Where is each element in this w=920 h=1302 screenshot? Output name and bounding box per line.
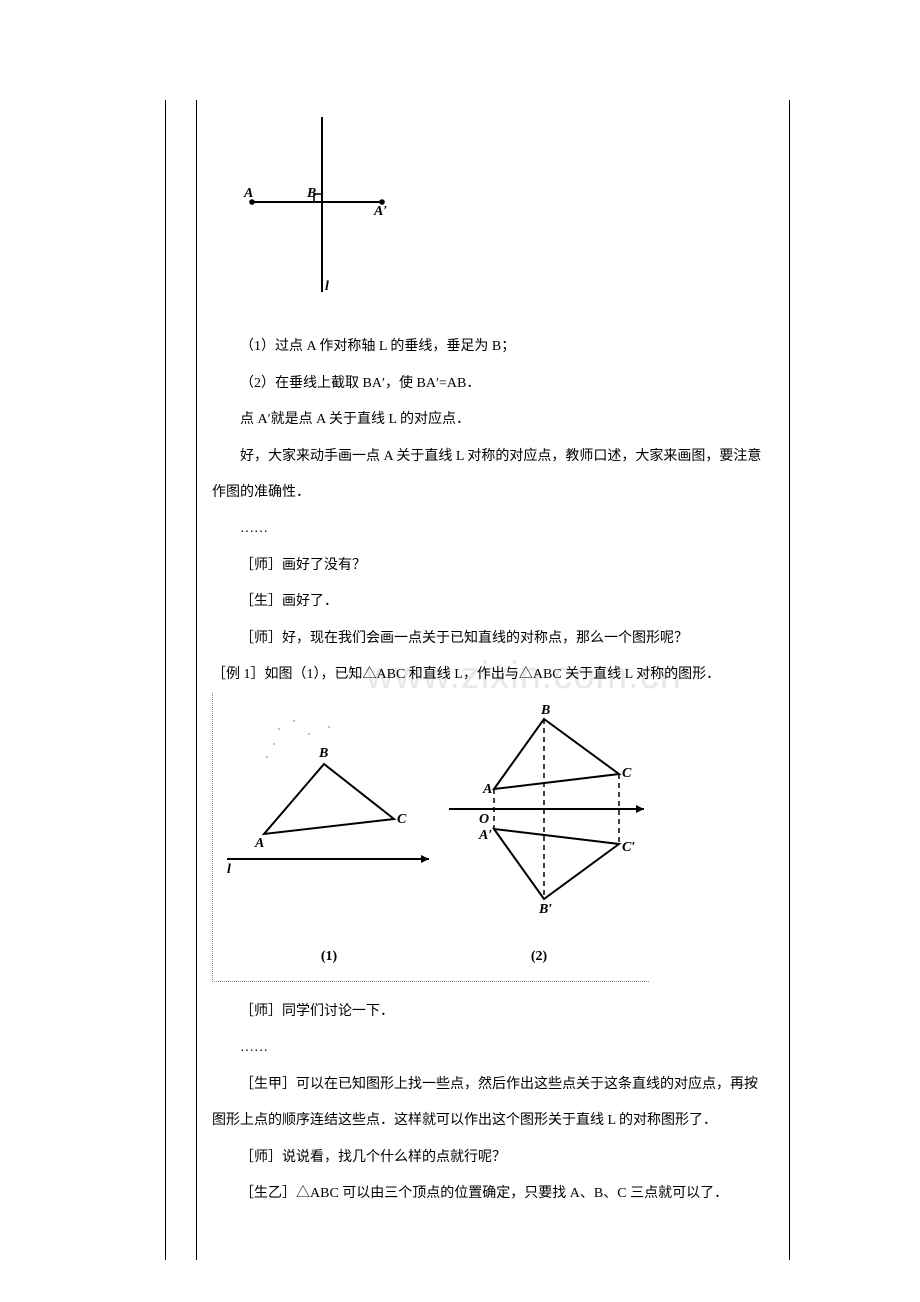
figure2-dotted-frame: l A B C: [212, 693, 649, 982]
p12: ［生甲］可以在已知图形上找一些点，然后作出这些点关于这条直线的对应点，再按图形上…: [212, 1067, 771, 1140]
figure-triangle-reflection: l A B C: [212, 693, 771, 982]
label-b-left: B: [318, 746, 328, 761]
figure2-svg: l A B C: [219, 699, 649, 919]
p3: 点 A′就是点 A 关于直线 L 的对应点．: [212, 402, 771, 438]
figure2-label-1: (1): [219, 939, 439, 975]
p14: ［生乙］△ABC 可以由三个顶点的位置确定，只要找 A、B、C 三点就可以了．: [212, 1176, 771, 1212]
arrow-right: [636, 805, 644, 813]
arrow-l-left: [421, 855, 429, 863]
p4: 好，大家来动手画一点 A 关于直线 L 对称的对应点，教师口述，大家来画图，要注…: [212, 439, 771, 512]
p5: ……: [212, 511, 771, 547]
label-a: A: [243, 186, 253, 201]
figure1-svg: A B A′ l: [222, 112, 422, 302]
label-a-right: A: [482, 782, 492, 797]
p9: ［例 1］如图（1），已知△ABC 和直线 L，作出与△ABC 关于直线 L 对…: [212, 657, 771, 693]
label-aprime: A′: [373, 204, 387, 219]
label-c-right: C: [622, 766, 632, 781]
p7: ［生］画好了．: [212, 584, 771, 620]
label-a-left: A: [254, 836, 264, 851]
label-c-left: C: [397, 812, 407, 827]
p2: （2）在垂线上截取 BA′，使 BA′=AB．: [212, 366, 771, 402]
label-b-right: B: [540, 703, 550, 718]
label-bprime-right: B′: [538, 902, 552, 917]
figure2-labels: (1) (2): [219, 939, 649, 975]
p11: ……: [212, 1030, 771, 1066]
label-l: l: [325, 279, 329, 294]
p10: ［师］同学们讨论一下．: [212, 994, 771, 1030]
label-o: O: [479, 812, 489, 827]
triangle-aprime-right: [494, 829, 619, 899]
subfigure-2: O A B C A′ B′ C′: [449, 703, 644, 917]
p6: ［师］画好了没有？: [212, 548, 771, 584]
triangle-abc-right: [494, 719, 619, 789]
label-aprime-right: A′: [478, 828, 492, 843]
triangle-abc-left: [264, 764, 394, 834]
label-l-left: l: [227, 862, 231, 877]
subfigure-1: l A B C: [227, 721, 429, 878]
figure-point-reflection: A B A′ l: [222, 112, 771, 317]
column-divider: [196, 100, 197, 1260]
p8: ［师］好，现在我们会画一点关于已知直线的对称点，那么一个图形呢？: [212, 621, 771, 657]
label-cprime-right: C′: [622, 840, 635, 855]
content-area: A B A′ l （1）过点 A 作对称轴 L 的垂线，垂足为 B； （2）在垂…: [212, 112, 771, 1212]
label-b: B: [306, 186, 316, 201]
page-frame: www.zixin.com.cn A B A′ l （1）过: [165, 100, 790, 1260]
p13: ［师］说说看，找几个什么样的点就行呢？: [212, 1140, 771, 1176]
p1: （1）过点 A 作对称轴 L 的垂线，垂足为 B；: [212, 329, 771, 365]
figure2-label-2: (2): [439, 939, 639, 975]
